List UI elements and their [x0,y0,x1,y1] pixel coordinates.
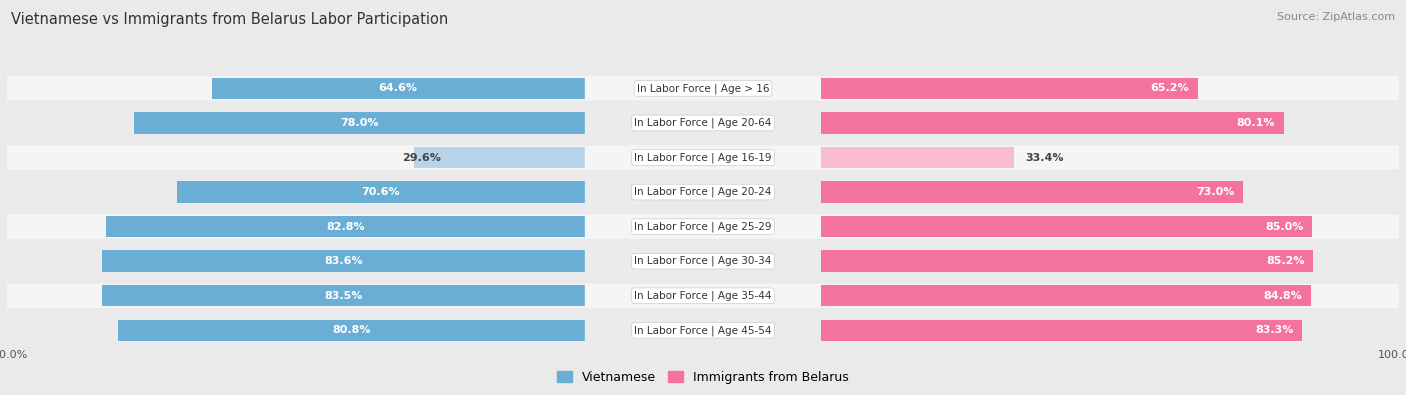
Bar [821,112,1284,134]
FancyBboxPatch shape [585,145,821,169]
FancyBboxPatch shape [7,111,585,135]
Text: 85.0%: 85.0% [1265,222,1303,231]
FancyBboxPatch shape [7,284,585,308]
Text: In Labor Force | Age 30-34: In Labor Force | Age 30-34 [634,256,772,267]
Text: Vietnamese vs Immigrants from Belarus Labor Participation: Vietnamese vs Immigrants from Belarus La… [11,12,449,27]
FancyBboxPatch shape [585,180,821,204]
Bar [211,78,585,99]
Bar [103,285,585,307]
FancyBboxPatch shape [585,76,821,100]
Text: In Labor Force | Age 25-29: In Labor Force | Age 25-29 [634,221,772,232]
Text: 82.8%: 82.8% [326,222,366,231]
FancyBboxPatch shape [821,111,1399,135]
FancyBboxPatch shape [821,249,1399,273]
FancyBboxPatch shape [7,76,585,100]
Text: 83.3%: 83.3% [1256,325,1294,335]
Bar [101,250,585,272]
Bar [821,320,1302,341]
Text: 65.2%: 65.2% [1150,83,1189,93]
Text: 83.5%: 83.5% [325,291,363,301]
FancyBboxPatch shape [585,214,821,239]
Text: 85.2%: 85.2% [1267,256,1305,266]
Bar [821,181,1243,203]
Bar [177,181,585,203]
FancyBboxPatch shape [7,249,585,273]
Legend: Vietnamese, Immigrants from Belarus: Vietnamese, Immigrants from Belarus [551,366,855,389]
Bar [118,320,585,341]
Bar [413,147,585,168]
FancyBboxPatch shape [821,145,1399,169]
Text: In Labor Force | Age 35-44: In Labor Force | Age 35-44 [634,290,772,301]
FancyBboxPatch shape [7,318,585,342]
Text: 73.0%: 73.0% [1197,187,1234,197]
Text: 33.4%: 33.4% [1026,152,1064,162]
FancyBboxPatch shape [7,145,585,169]
FancyBboxPatch shape [7,214,585,239]
Bar [821,285,1312,307]
Text: 29.6%: 29.6% [402,152,441,162]
FancyBboxPatch shape [821,180,1399,204]
Bar [107,216,585,237]
Bar [134,112,585,134]
Text: Source: ZipAtlas.com: Source: ZipAtlas.com [1277,12,1395,22]
FancyBboxPatch shape [821,76,1399,100]
FancyBboxPatch shape [585,318,821,342]
Bar [821,216,1312,237]
Text: In Labor Force | Age 45-54: In Labor Force | Age 45-54 [634,325,772,336]
FancyBboxPatch shape [585,284,821,308]
FancyBboxPatch shape [585,111,821,135]
Text: 64.6%: 64.6% [378,83,418,93]
Text: In Labor Force | Age 20-24: In Labor Force | Age 20-24 [634,187,772,198]
FancyBboxPatch shape [7,180,585,204]
Bar [821,147,1014,168]
Text: 70.6%: 70.6% [361,187,401,197]
Text: In Labor Force | Age > 16: In Labor Force | Age > 16 [637,83,769,94]
FancyBboxPatch shape [585,249,821,273]
Text: 80.8%: 80.8% [332,325,371,335]
Text: 83.6%: 83.6% [323,256,363,266]
Text: 84.8%: 84.8% [1264,291,1302,301]
FancyBboxPatch shape [821,284,1399,308]
Text: In Labor Force | Age 16-19: In Labor Force | Age 16-19 [634,152,772,163]
FancyBboxPatch shape [821,318,1399,342]
Bar [821,78,1198,99]
Text: 80.1%: 80.1% [1237,118,1275,128]
FancyBboxPatch shape [821,214,1399,239]
Text: 78.0%: 78.0% [340,118,378,128]
Text: In Labor Force | Age 20-64: In Labor Force | Age 20-64 [634,118,772,128]
Bar [821,250,1313,272]
